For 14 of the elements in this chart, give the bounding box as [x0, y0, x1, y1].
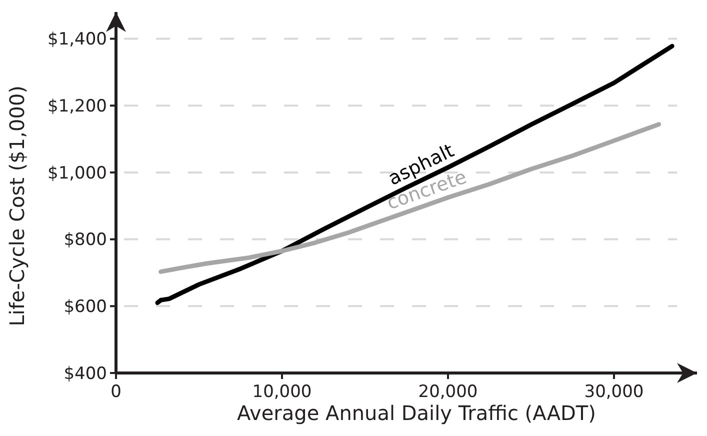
y-tick-label: $1,400: [48, 30, 107, 50]
y-axis-title: Life-Cycle Cost ($1,000): [5, 86, 29, 326]
x-tick-label: 30,000: [584, 382, 644, 402]
y-tick-label: $1,000: [48, 163, 107, 184]
y-tick-label: $1,200: [48, 96, 107, 117]
x-tick-label: 0: [110, 382, 122, 402]
line-series: [155, 44, 674, 306]
y-tick-label: $400: [64, 364, 107, 384]
x-axis-title: Average Annual Daily Traffic (AADT): [237, 401, 596, 425]
x-tick-label: 20,000: [418, 382, 478, 402]
y-tick-label: $600: [64, 297, 107, 318]
x-tick-label: 10,000: [252, 382, 312, 402]
y-tick-label: $800: [64, 230, 107, 250]
line-series: [158, 122, 662, 274]
